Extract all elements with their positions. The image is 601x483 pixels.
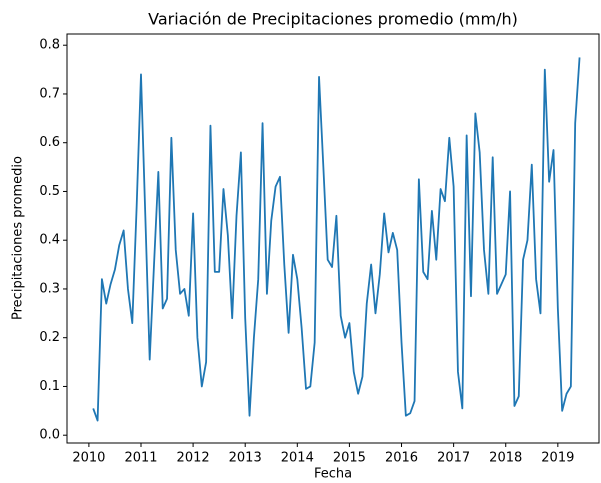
x-axis-label: Fecha — [314, 467, 352, 482]
x-tick-label: 2011 — [124, 451, 157, 466]
y-tick-label: 0.3 — [39, 281, 60, 296]
y-tick-label: 0.1 — [39, 379, 60, 394]
y-tick-label: 0.2 — [39, 330, 60, 345]
y-tick-label: 0.7 — [39, 86, 60, 101]
x-tick-label: 2014 — [281, 451, 314, 466]
plot-frame — [66, 33, 600, 444]
x-tick-label: 2010 — [72, 451, 105, 466]
y-tick-label: 0.4 — [39, 233, 60, 248]
x-tick-label: 2019 — [541, 451, 574, 466]
y-axis-label: Precipitaciones promedio — [11, 156, 26, 320]
x-tick-label: 2015 — [333, 451, 366, 466]
y-tick-label: 0.0 — [39, 428, 60, 443]
x-tick-label: 2012 — [177, 451, 210, 466]
x-tick-label: 2013 — [229, 451, 262, 466]
y-tick-label: 0.6 — [39, 135, 60, 150]
chart-title: Variación de Precipitaciones promedio (m… — [148, 10, 518, 29]
data-line — [92, 57, 581, 422]
y-tick-label: 0.5 — [39, 184, 60, 199]
x-tick-label: 2017 — [437, 451, 470, 466]
y-tick-label: 0.8 — [39, 38, 60, 53]
x-tick-label: 2016 — [385, 451, 418, 466]
x-tick-label: 2018 — [489, 451, 522, 466]
